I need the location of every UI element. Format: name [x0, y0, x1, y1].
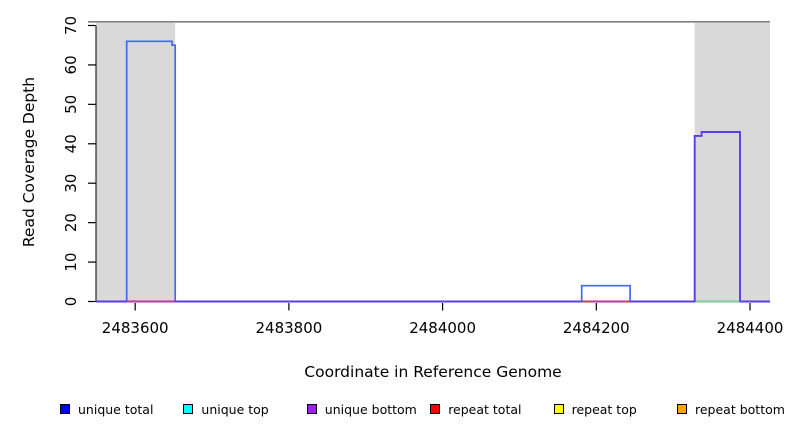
series-layer	[96, 40, 770, 303]
x-axis-tick-label: 2484400	[717, 319, 784, 337]
legend-swatch	[677, 404, 687, 414]
coverage-plot: 2483600 2483800 2484000 2484200 2484400 0 10 20…	[20, 16, 783, 381]
legend-swatch	[60, 404, 70, 414]
y-axis-title: Read Coverage Depth	[20, 77, 38, 247]
legend-item: repeat top	[553, 400, 637, 418]
legend-item: repeat bottom	[677, 400, 785, 418]
y-axis-tick-label: 70	[62, 16, 80, 35]
legend-swatch	[553, 404, 564, 414]
x-axis-tick-label: 2484000	[409, 319, 476, 337]
y-axis-tick-label: 10	[62, 253, 80, 272]
legend-item: repeat total	[430, 400, 522, 418]
legend-item: unique top	[183, 400, 269, 418]
legend-label: unique bottom	[324, 401, 417, 417]
series-line-unique-total	[96, 40, 770, 303]
legend: unique total unique top unique bottom repea…	[0, 396, 792, 426]
y-axis-tick-label: 30	[62, 174, 80, 193]
x-axis-tick-label: 2483800	[255, 319, 322, 337]
repeat-region-bands-layer	[96, 22, 770, 303]
y-axis-tick-label: 50	[62, 95, 80, 114]
x-axis-title: Coordinate in Reference Genome	[304, 363, 561, 381]
legend-swatch	[183, 404, 194, 414]
repeat-region-band	[96, 22, 176, 303]
axes-layer: 2483600 2483800 2484000 2484200 2484400 0 10 20…	[62, 16, 783, 337]
legend-item: unique total	[60, 400, 153, 418]
series-line-unique-bottom	[96, 131, 770, 303]
legend-swatch	[306, 404, 317, 414]
legend-label: unique top	[201, 401, 269, 417]
y-axis-tick-label: 20	[62, 213, 80, 232]
legend-label: repeat top	[571, 401, 637, 417]
y-axis-tick-label: 60	[62, 55, 80, 74]
x-axis-tick-label: 2484200	[563, 319, 630, 337]
legend-label: repeat total	[448, 401, 522, 417]
legend-item: unique bottom	[306, 400, 417, 418]
y-axis-tick-label: 0	[62, 297, 80, 307]
repeat-region-band	[694, 22, 770, 303]
y-axis-tick-label: 40	[62, 134, 80, 153]
legend-label: unique total	[78, 401, 154, 417]
legend-swatch	[430, 404, 441, 414]
legend-label: repeat bottom	[695, 401, 785, 417]
x-axis-tick-label: 2483600	[102, 319, 169, 337]
